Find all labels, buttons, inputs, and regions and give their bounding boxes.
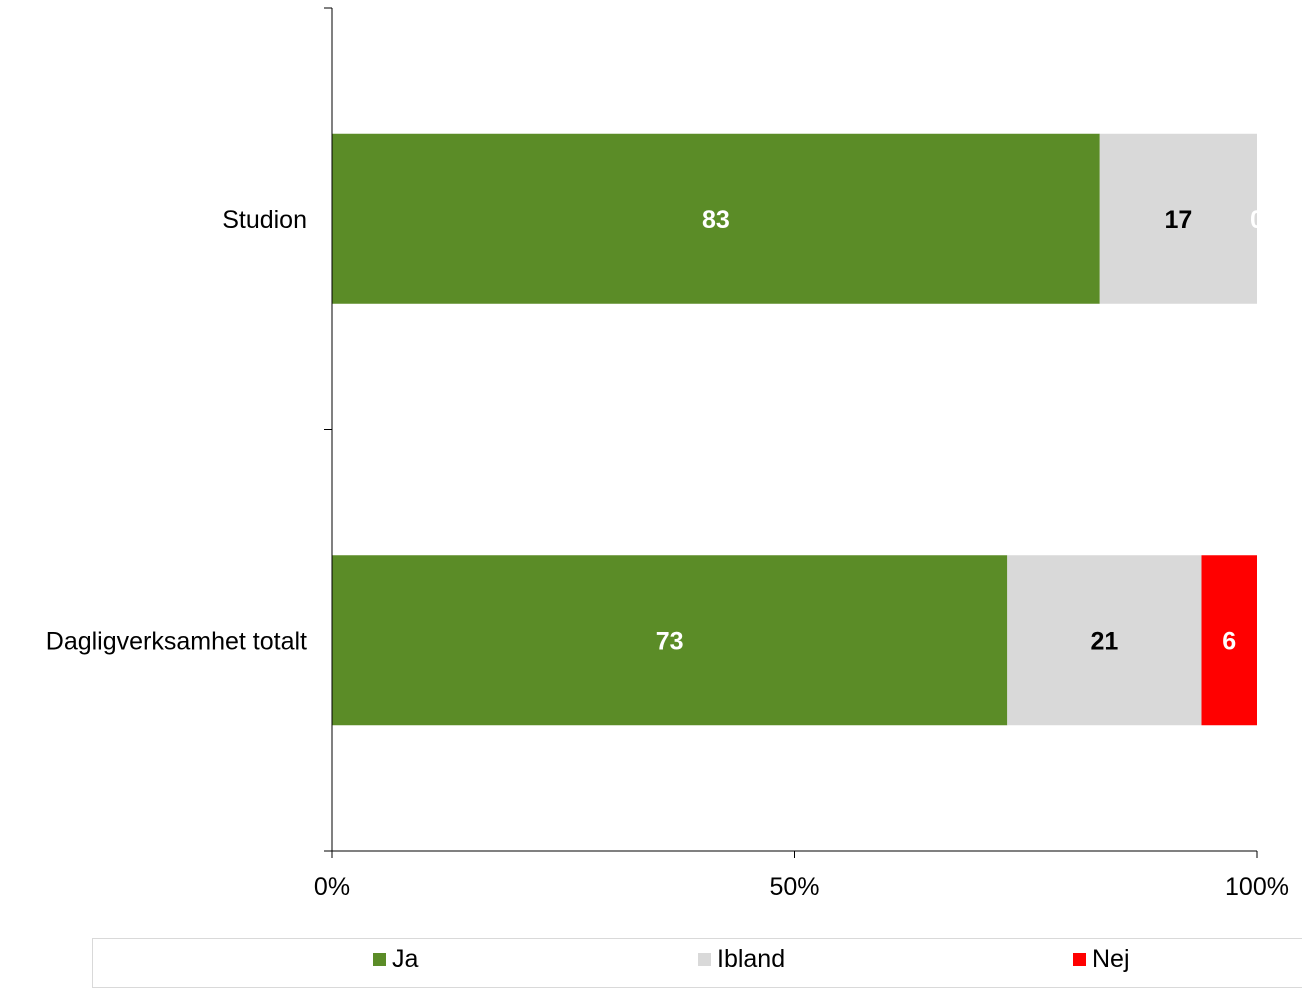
legend-item-ibland: Ibland: [698, 945, 785, 974]
data-label-ibland-0: 17: [1164, 206, 1192, 234]
x-tick-label-1: 50%: [769, 873, 819, 901]
data-label-ibland-1: 21: [1090, 627, 1118, 655]
bar-nej-1: [1201, 555, 1257, 726]
category-label-0: Studion: [222, 206, 307, 234]
bar-ja-1: [332, 555, 1008, 726]
stacked-bar-chart: 83 17 0 Studion 73 21 6 Dagligverksamhet totalt…: [46, 7, 1289, 901]
legend-label-ja: Ja: [392, 945, 419, 973]
legend-label-nej: Nej: [1092, 945, 1130, 973]
data-label-ja-0: 83: [702, 206, 730, 234]
legend-swatch-nej: [1073, 953, 1086, 966]
x-tick-label-2: 100%: [1225, 873, 1289, 901]
legend-item-ja: Ja: [373, 945, 418, 974]
bar-ibland-0: [1099, 133, 1257, 304]
legend-label-ibland: Ibland: [717, 945, 786, 973]
bar-ibland-1: [1007, 555, 1202, 726]
legend-item-nej: Nej: [1073, 945, 1130, 974]
legend-swatch-ibland: [698, 953, 711, 966]
category-label-1: Dagligverksamhet totalt: [46, 627, 307, 655]
bar-ja-0: [332, 133, 1100, 304]
x-tick-label-0: 0%: [314, 873, 350, 901]
legend: Ja Ibland Nej: [92, 938, 1302, 988]
data-label-nej-1: 6: [1222, 627, 1236, 655]
data-label-nej-0: 0: [1250, 206, 1264, 234]
data-label-ja-1: 73: [656, 627, 684, 655]
legend-swatch-ja: [373, 953, 386, 966]
